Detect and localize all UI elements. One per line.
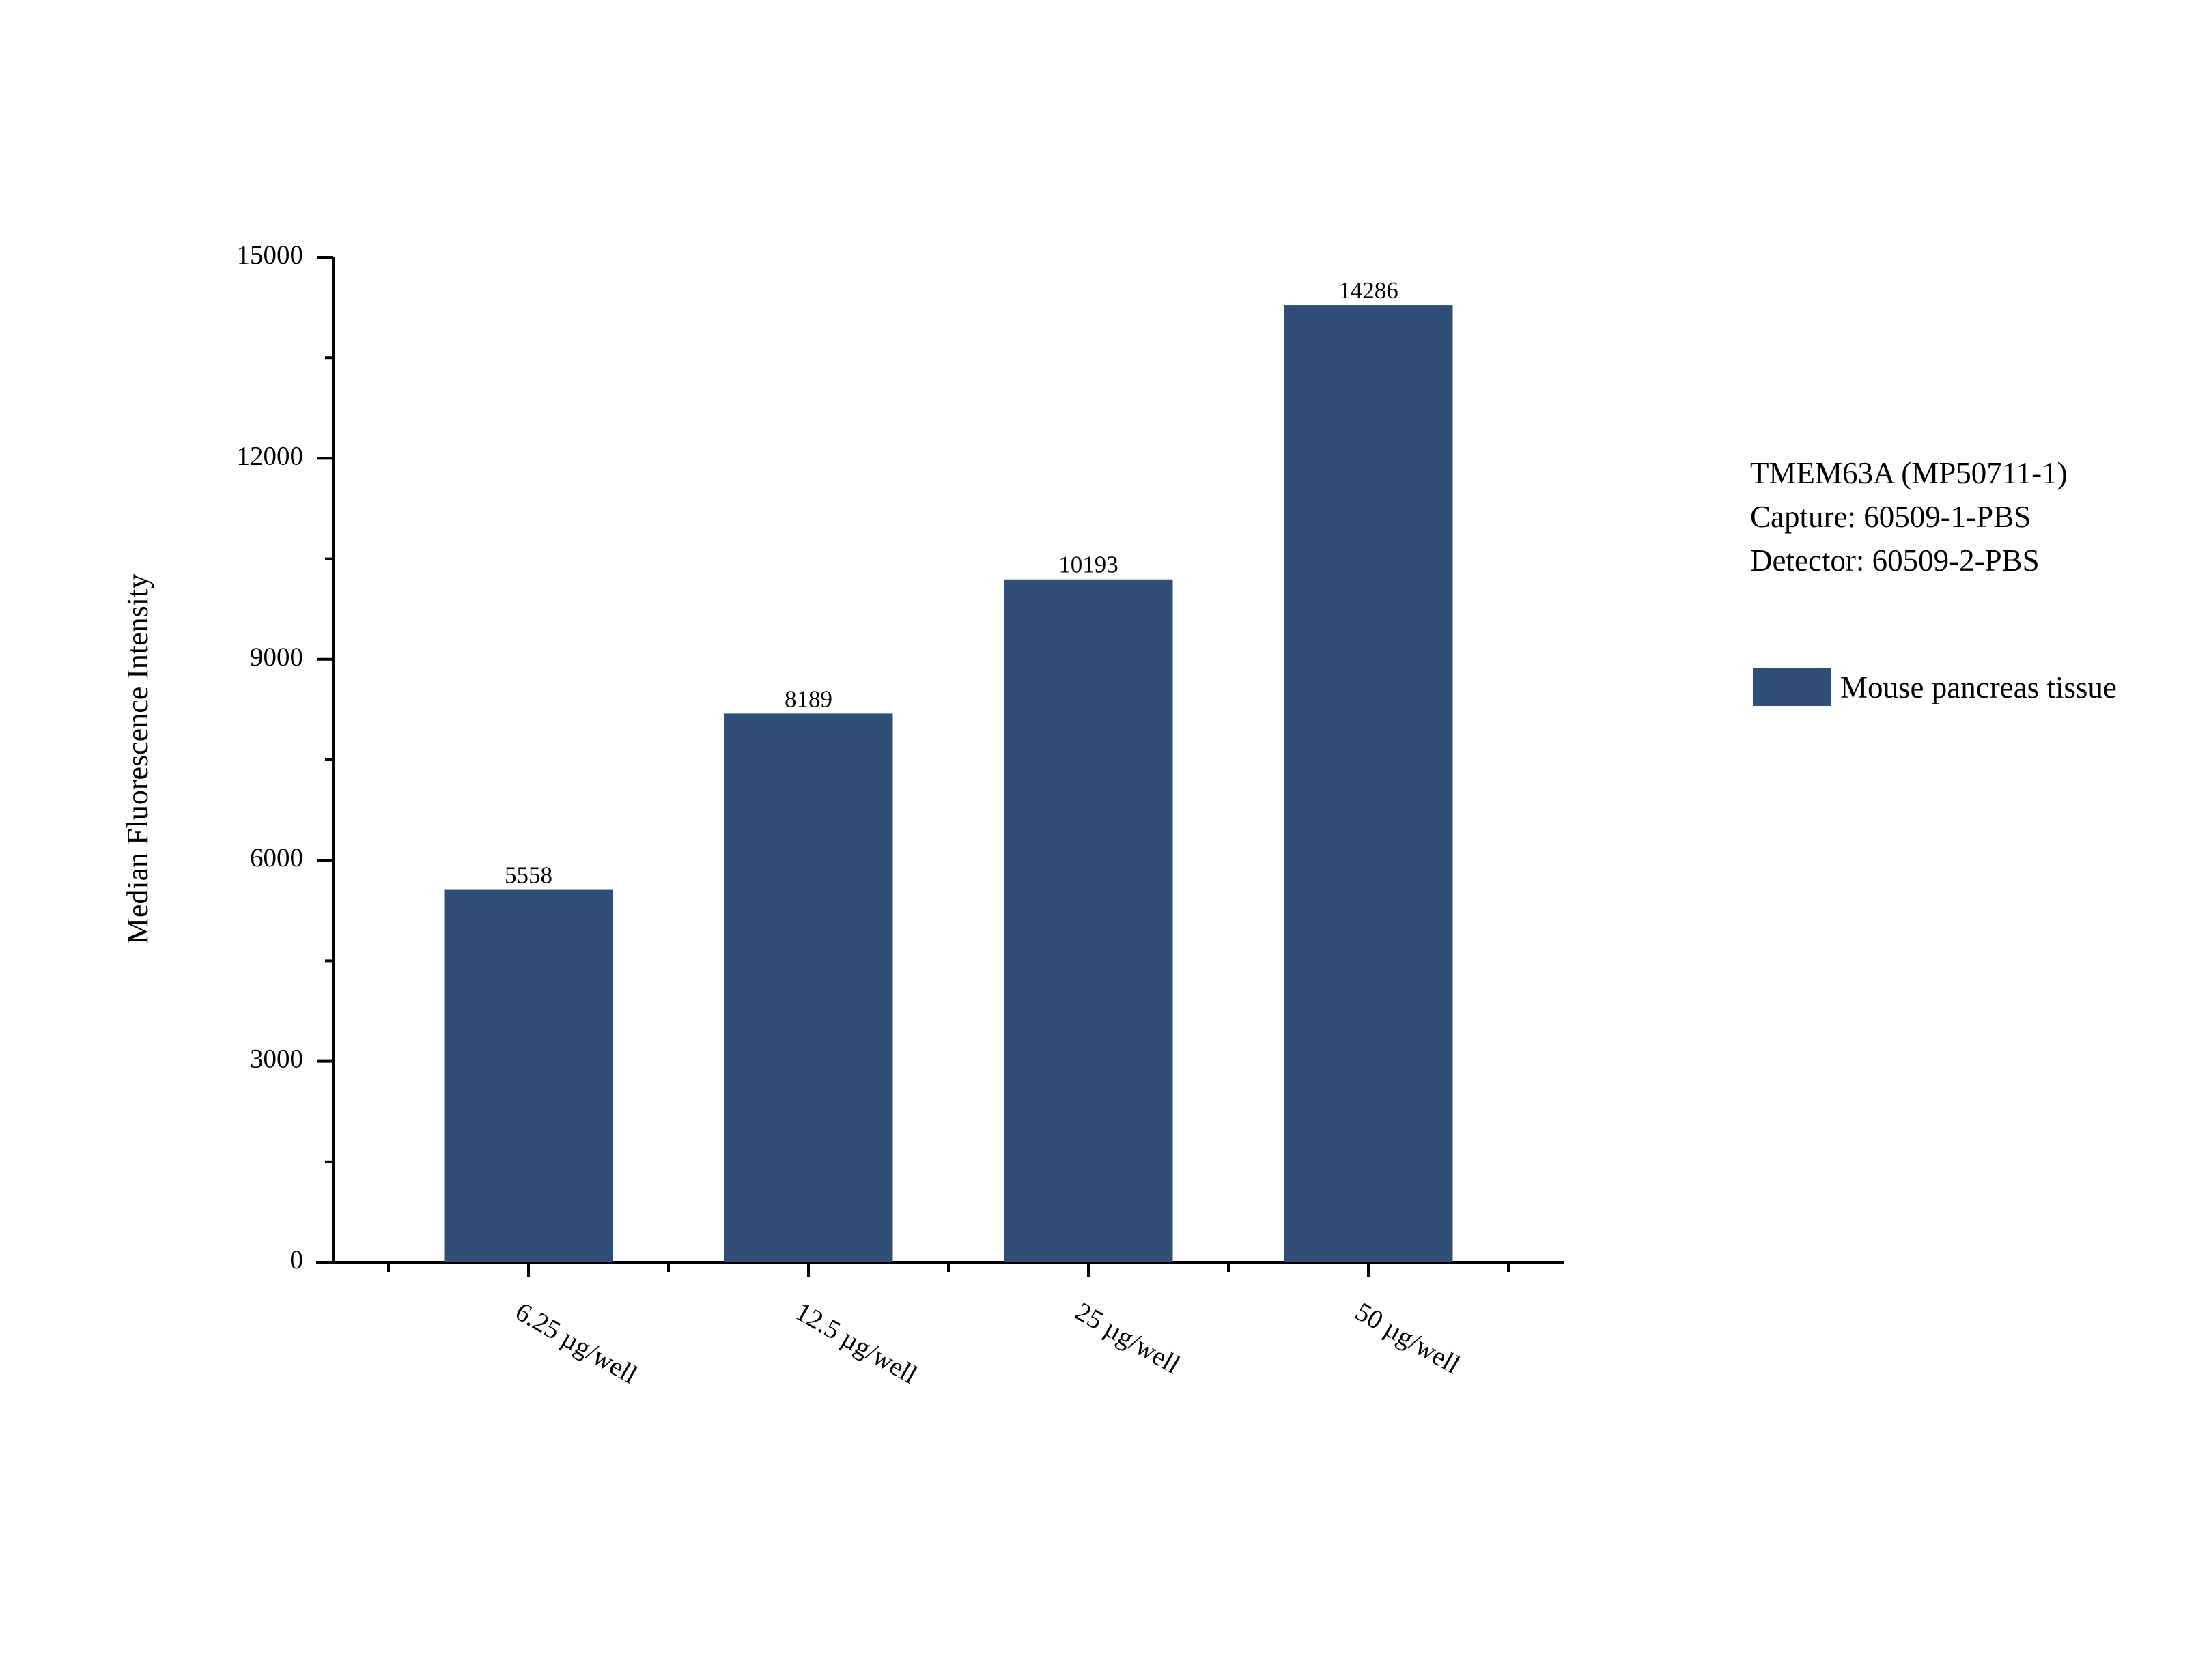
y-tick-label: 0: [290, 1245, 304, 1275]
bar: [444, 889, 613, 1262]
x-tick-label: 6.25 µg/well: [511, 1297, 643, 1390]
x-tick-label: 25 µg/well: [1071, 1297, 1185, 1380]
y-tick-label: 12000: [237, 441, 304, 470]
value-label: 5558: [505, 862, 552, 889]
value-label: 10193: [1058, 552, 1118, 578]
annotation: Capture: 60509-1-PBS: [1750, 500, 2031, 534]
legend-swatch: [1753, 668, 1831, 706]
annotation: TMEM63A (MP50711-1): [1750, 456, 2068, 490]
bar: [1004, 579, 1173, 1262]
bar: [724, 713, 893, 1262]
legend-label: Mouse pancreas tissue: [1840, 670, 2117, 704]
bar: [1284, 305, 1453, 1263]
x-tick-label: 50 µg/well: [1351, 1297, 1465, 1380]
annotation: Detector: 60509-2-PBS: [1750, 543, 2040, 578]
value-label: 14286: [1338, 277, 1398, 304]
value-label: 8189: [785, 685, 832, 712]
x-tick-label: 12.5 µg/well: [791, 1297, 923, 1390]
y-tick-label: 6000: [250, 843, 303, 872]
y-tick-label: 9000: [250, 642, 303, 672]
y-tick-label: 15000: [237, 240, 304, 270]
y-tick-label: 3000: [250, 1044, 303, 1074]
y-axis-label: Median Fluorescence Intensity: [121, 574, 154, 945]
